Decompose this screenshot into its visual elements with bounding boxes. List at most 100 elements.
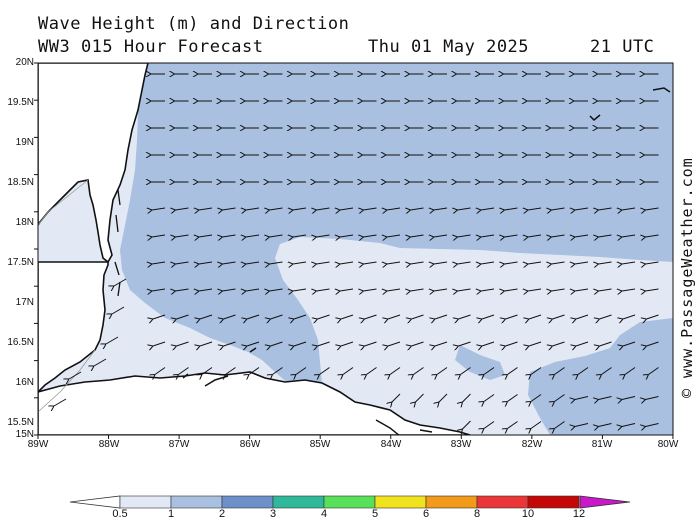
wave-direction-arrow	[646, 423, 659, 427]
wave-direction-arrow	[647, 314, 659, 319]
wave-direction-arrow	[364, 289, 377, 291]
wave-direction-arrow	[647, 341, 659, 346]
wave-direction-arrow	[177, 341, 189, 346]
wave-direction-arrow	[575, 208, 589, 210]
wave-direction-arrow	[599, 208, 612, 210]
lon-label: 81W	[591, 439, 613, 450]
colorbar-high-cap	[579, 495, 631, 509]
wave-direction-arrow	[270, 289, 283, 291]
wave-direction-arrow	[411, 208, 424, 210]
coast-mosquitia	[375, 419, 433, 435]
wave-direction-arrow	[224, 314, 236, 319]
colorbar-swatch	[272, 495, 325, 509]
wave-direction-arrow	[623, 314, 636, 319]
lon-label: 88W	[98, 439, 120, 450]
forecast-label: WW3 015 Hour Forecast	[38, 37, 264, 57]
wave-direction-arrow	[552, 289, 565, 291]
wave-direction-arrow	[114, 278, 127, 286]
wave-direction-arrow	[528, 262, 542, 264]
wave-direction-arrow	[152, 208, 166, 210]
wave-direction-arrow	[246, 235, 260, 237]
forecast-time: 21 UTC	[590, 37, 655, 57]
wave-direction-arrow	[508, 421, 518, 429]
wave-direction-arrow	[317, 289, 330, 291]
wave-direction-arrow	[317, 208, 330, 210]
wave-direction-arrow	[461, 367, 471, 375]
lon-label: 86W	[239, 439, 261, 450]
land-honduras	[38, 371, 471, 435]
wave-direction-arrow	[459, 314, 471, 319]
wave-direction-arrow	[106, 336, 119, 344]
wave-direction-arrow	[484, 421, 495, 429]
wave-direction-arrow	[318, 314, 330, 319]
wave-direction-arrow	[152, 262, 166, 264]
wave-direction-arrow	[434, 289, 448, 291]
wave-direction-arrow	[199, 262, 213, 264]
wave-direction-arrow	[575, 423, 589, 427]
lat-label: 15.5N	[7, 417, 34, 428]
wave-direction-arrow	[646, 235, 659, 237]
wave-direction-arrow	[271, 341, 283, 346]
wave-direction-arrow	[529, 314, 542, 319]
colorbar-swatch	[119, 495, 172, 509]
wave-direction-arrow	[622, 396, 636, 400]
wave-direction-arrow	[414, 367, 424, 375]
wave-direction-arrow	[247, 314, 260, 319]
wave-direction-arrow	[553, 341, 565, 346]
colorbar-swatch	[221, 495, 274, 509]
wave-direction-arrow	[622, 423, 636, 427]
wave-direction-arrow	[576, 314, 589, 319]
lon-label: 84W	[380, 439, 402, 450]
wave-direction-arrow	[459, 341, 471, 346]
wave-direction-arrow	[340, 235, 354, 237]
wave-direction-arrow	[364, 208, 377, 210]
wave-direction-arrow	[270, 208, 283, 210]
wave-direction-arrow	[294, 314, 307, 319]
wave-direction-arrow	[555, 421, 565, 429]
lon-label: 85W	[309, 439, 331, 450]
wave-direction-arrow	[434, 208, 448, 210]
wave-direction-arrow	[54, 398, 67, 406]
wave-direction-arrow	[529, 341, 542, 346]
wave-direction-arrow	[224, 341, 236, 346]
wave-direction-arrow	[602, 367, 612, 375]
lat-label: 17N	[15, 297, 34, 308]
wave-direction-arrow	[155, 367, 166, 375]
wave-direction-arrow	[458, 262, 471, 264]
wave-direction-arrow	[364, 262, 377, 264]
wave-direction-arrow	[458, 208, 471, 210]
wave-direction-arrow	[416, 393, 424, 402]
wave-direction-arrow	[388, 341, 401, 346]
forecast-date: Thu 01 May 2025	[368, 37, 530, 57]
wave-direction-arrow	[599, 262, 612, 264]
colorbar-label: 12	[572, 508, 586, 520]
wave-direction-arrow	[293, 289, 307, 291]
wave-direction-arrow	[481, 208, 495, 210]
lat-label: 16.5N	[7, 337, 34, 348]
wave-direction-arrow	[505, 208, 518, 210]
wave-direction-arrow	[223, 262, 236, 264]
wave-direction-arrow	[555, 394, 565, 402]
colorbar-label: 8	[473, 508, 481, 520]
wave-direction-arrow	[320, 367, 330, 375]
wave-direction-arrow	[505, 289, 518, 291]
wave-direction-arrow	[599, 423, 612, 427]
wave-direction-arrow	[293, 235, 307, 237]
wave-direction-arrow	[434, 235, 448, 237]
wave-direction-arrow	[317, 235, 330, 237]
wave-direction-arrow	[625, 367, 636, 375]
wave-direction-arrow	[508, 367, 518, 375]
land-yucatan-belize	[38, 63, 149, 264]
wave-direction-arrow	[341, 341, 354, 346]
lat-label: 19.5N	[7, 97, 34, 108]
wave-direction-arrow	[528, 208, 542, 210]
wave-direction-arrow	[484, 367, 495, 375]
wave-direction-arrow	[575, 235, 589, 237]
map-title: Wave Height (m) and Direction	[38, 14, 350, 34]
wave-direction-arrow	[294, 341, 307, 346]
wave-direction-arrow	[531, 421, 542, 429]
wave-direction-arrow	[365, 341, 377, 346]
wave-direction-arrow	[506, 341, 518, 346]
wave-direction-arrow	[200, 341, 213, 346]
